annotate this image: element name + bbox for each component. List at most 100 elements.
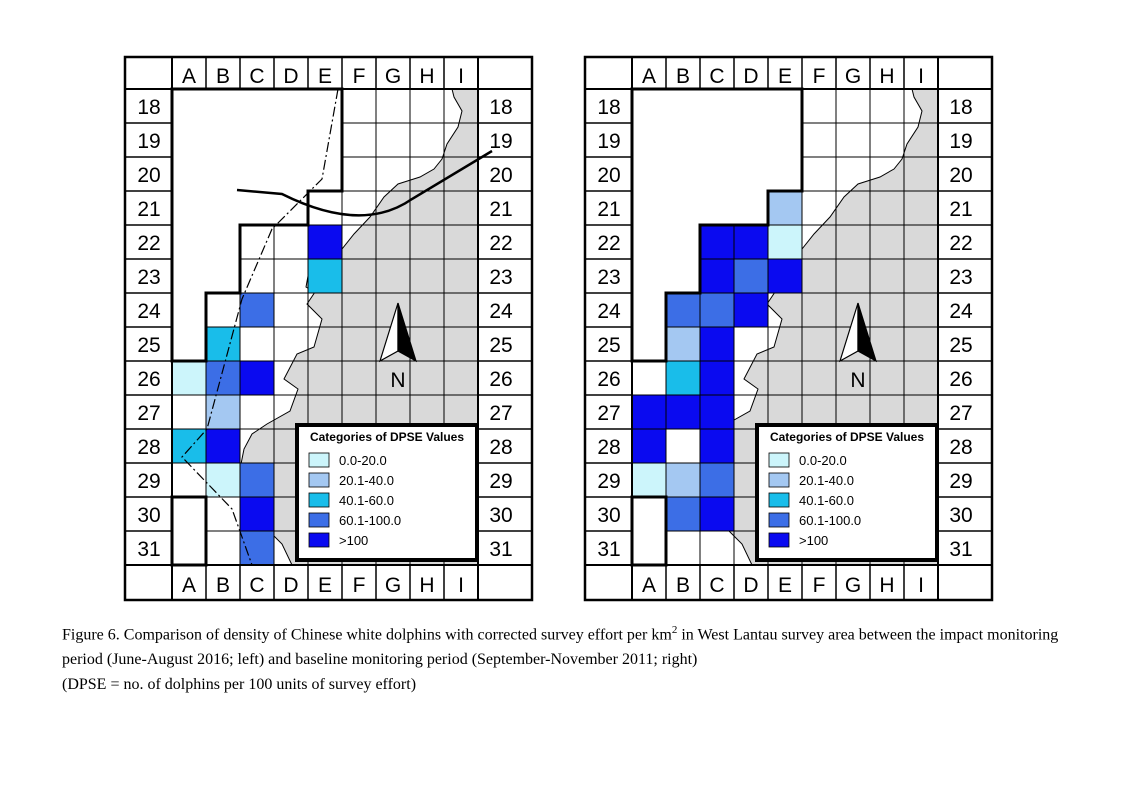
row-label-right: 24: [489, 300, 513, 323]
density-cell-C28: [699, 428, 735, 464]
legend-item-label: >100: [799, 533, 828, 548]
row-label-left: 29: [137, 470, 160, 493]
column-label-top: H: [879, 65, 894, 88]
column-label-bottom: A: [642, 574, 656, 597]
row-label-left: 22: [597, 232, 620, 255]
density-cell-B26: [665, 360, 701, 396]
legend-item-label: 0.0-20.0: [339, 453, 387, 468]
density-cell-C30: [239, 496, 275, 532]
density-cell-C26: [699, 360, 735, 396]
row-label-right: 28: [489, 436, 512, 459]
legend-swatch: [308, 512, 330, 528]
row-label-left: 21: [137, 198, 160, 221]
row-label-left: 28: [597, 436, 620, 459]
column-label-top: D: [743, 65, 758, 88]
column-label-bottom: F: [813, 574, 826, 597]
column-label-top: H: [419, 65, 434, 88]
column-label-bottom: E: [318, 574, 332, 597]
legend-swatch: [768, 472, 790, 488]
row-label-left: 24: [137, 300, 161, 323]
column-label-bottom: C: [709, 574, 724, 597]
density-cell-B25: [205, 326, 241, 362]
density-cell-B26: [205, 360, 241, 396]
column-label-top: B: [216, 65, 230, 88]
density-cell-B24: [665, 292, 701, 328]
row-label-right: 27: [949, 402, 972, 425]
density-cell-B29: [665, 462, 701, 498]
density-cell-E21: [767, 190, 803, 226]
density-cell-C26: [239, 360, 275, 396]
legend-swatch: [768, 452, 790, 468]
density-cell-B30: [665, 496, 701, 532]
column-label-top: D: [283, 65, 298, 88]
figure-caption: Figure 6. Comparison of density of Chine…: [62, 618, 1082, 697]
density-cell-A28: [171, 428, 207, 464]
row-label-right: 26: [489, 368, 512, 391]
bridge-line: [236, 149, 493, 217]
density-cell-B28: [205, 428, 241, 464]
row-label-right: 30: [949, 504, 972, 527]
column-label-top: F: [813, 65, 826, 88]
density-cell-C29: [699, 462, 735, 498]
row-label-right: 23: [489, 266, 512, 289]
caption-line-2: (DPSE = no. of dolphins per 100 units of…: [62, 676, 417, 694]
row-label-left: 26: [137, 368, 160, 391]
caption-line-1: Figure 6. Comparison of density of Chine…: [62, 624, 1059, 669]
outside-survey-area-lower: [170, 495, 208, 567]
row-label-right: 23: [949, 266, 972, 289]
column-label-bottom: B: [216, 574, 230, 597]
legend-item-label: >100: [339, 533, 368, 548]
density-cell-C27: [699, 394, 735, 430]
row-label-right: 20: [489, 164, 512, 187]
column-label-bottom: I: [918, 574, 924, 597]
legend-title: Categories of DPSE Values: [310, 430, 464, 444]
row-label-right: 18: [949, 96, 972, 119]
legend-item-label: 60.1-100.0: [799, 513, 861, 528]
column-label-bottom: A: [182, 574, 196, 597]
column-label-top: I: [918, 65, 924, 88]
density-cell-C23: [699, 258, 735, 294]
north-arrow-icon: [838, 302, 878, 363]
outside-survey-area-lower: [630, 495, 668, 567]
row-label-right: 29: [949, 470, 972, 493]
density-cell-A27: [631, 394, 667, 430]
legend-swatch: [768, 532, 790, 548]
density-cell-A26: [171, 360, 207, 396]
density-cell-D24: [733, 292, 769, 328]
row-label-left: 31: [597, 538, 620, 561]
row-label-left: 18: [597, 96, 620, 119]
density-cell-B27: [665, 394, 701, 430]
row-label-left: 25: [597, 334, 620, 357]
row-label-right: 19: [949, 130, 972, 153]
column-label-top: G: [385, 65, 401, 88]
outside-survey-area: [170, 87, 344, 363]
row-label-left: 27: [597, 402, 620, 425]
column-label-bottom: D: [283, 574, 298, 597]
row-label-right: 28: [949, 436, 972, 459]
density-cell-C22: [699, 224, 735, 260]
row-label-left: 19: [597, 130, 620, 153]
row-label-right: 19: [489, 130, 512, 153]
row-label-left: 26: [597, 368, 620, 391]
row-label-left: 22: [137, 232, 160, 255]
density-cell-D22: [733, 224, 769, 260]
column-label-top: A: [642, 65, 656, 88]
north-arrow-icon: [378, 302, 418, 363]
legend: Categories of DPSE Values 0.0-20.0 20.1-40…: [295, 423, 479, 562]
legend-swatch: [308, 532, 330, 548]
north-label: N: [850, 369, 865, 392]
row-label-left: 20: [597, 164, 620, 187]
legend-swatch: [768, 492, 790, 508]
column-label-top: C: [709, 65, 724, 88]
row-label-right: 20: [949, 164, 972, 187]
column-label-bottom: I: [458, 574, 464, 597]
legend-item-label: 20.1-40.0: [339, 473, 394, 488]
density-cell-C25: [699, 326, 735, 362]
column-label-top: C: [249, 65, 264, 88]
row-label-left: 19: [137, 130, 160, 153]
column-label-top: B: [676, 65, 690, 88]
row-label-right: 18: [489, 96, 512, 119]
